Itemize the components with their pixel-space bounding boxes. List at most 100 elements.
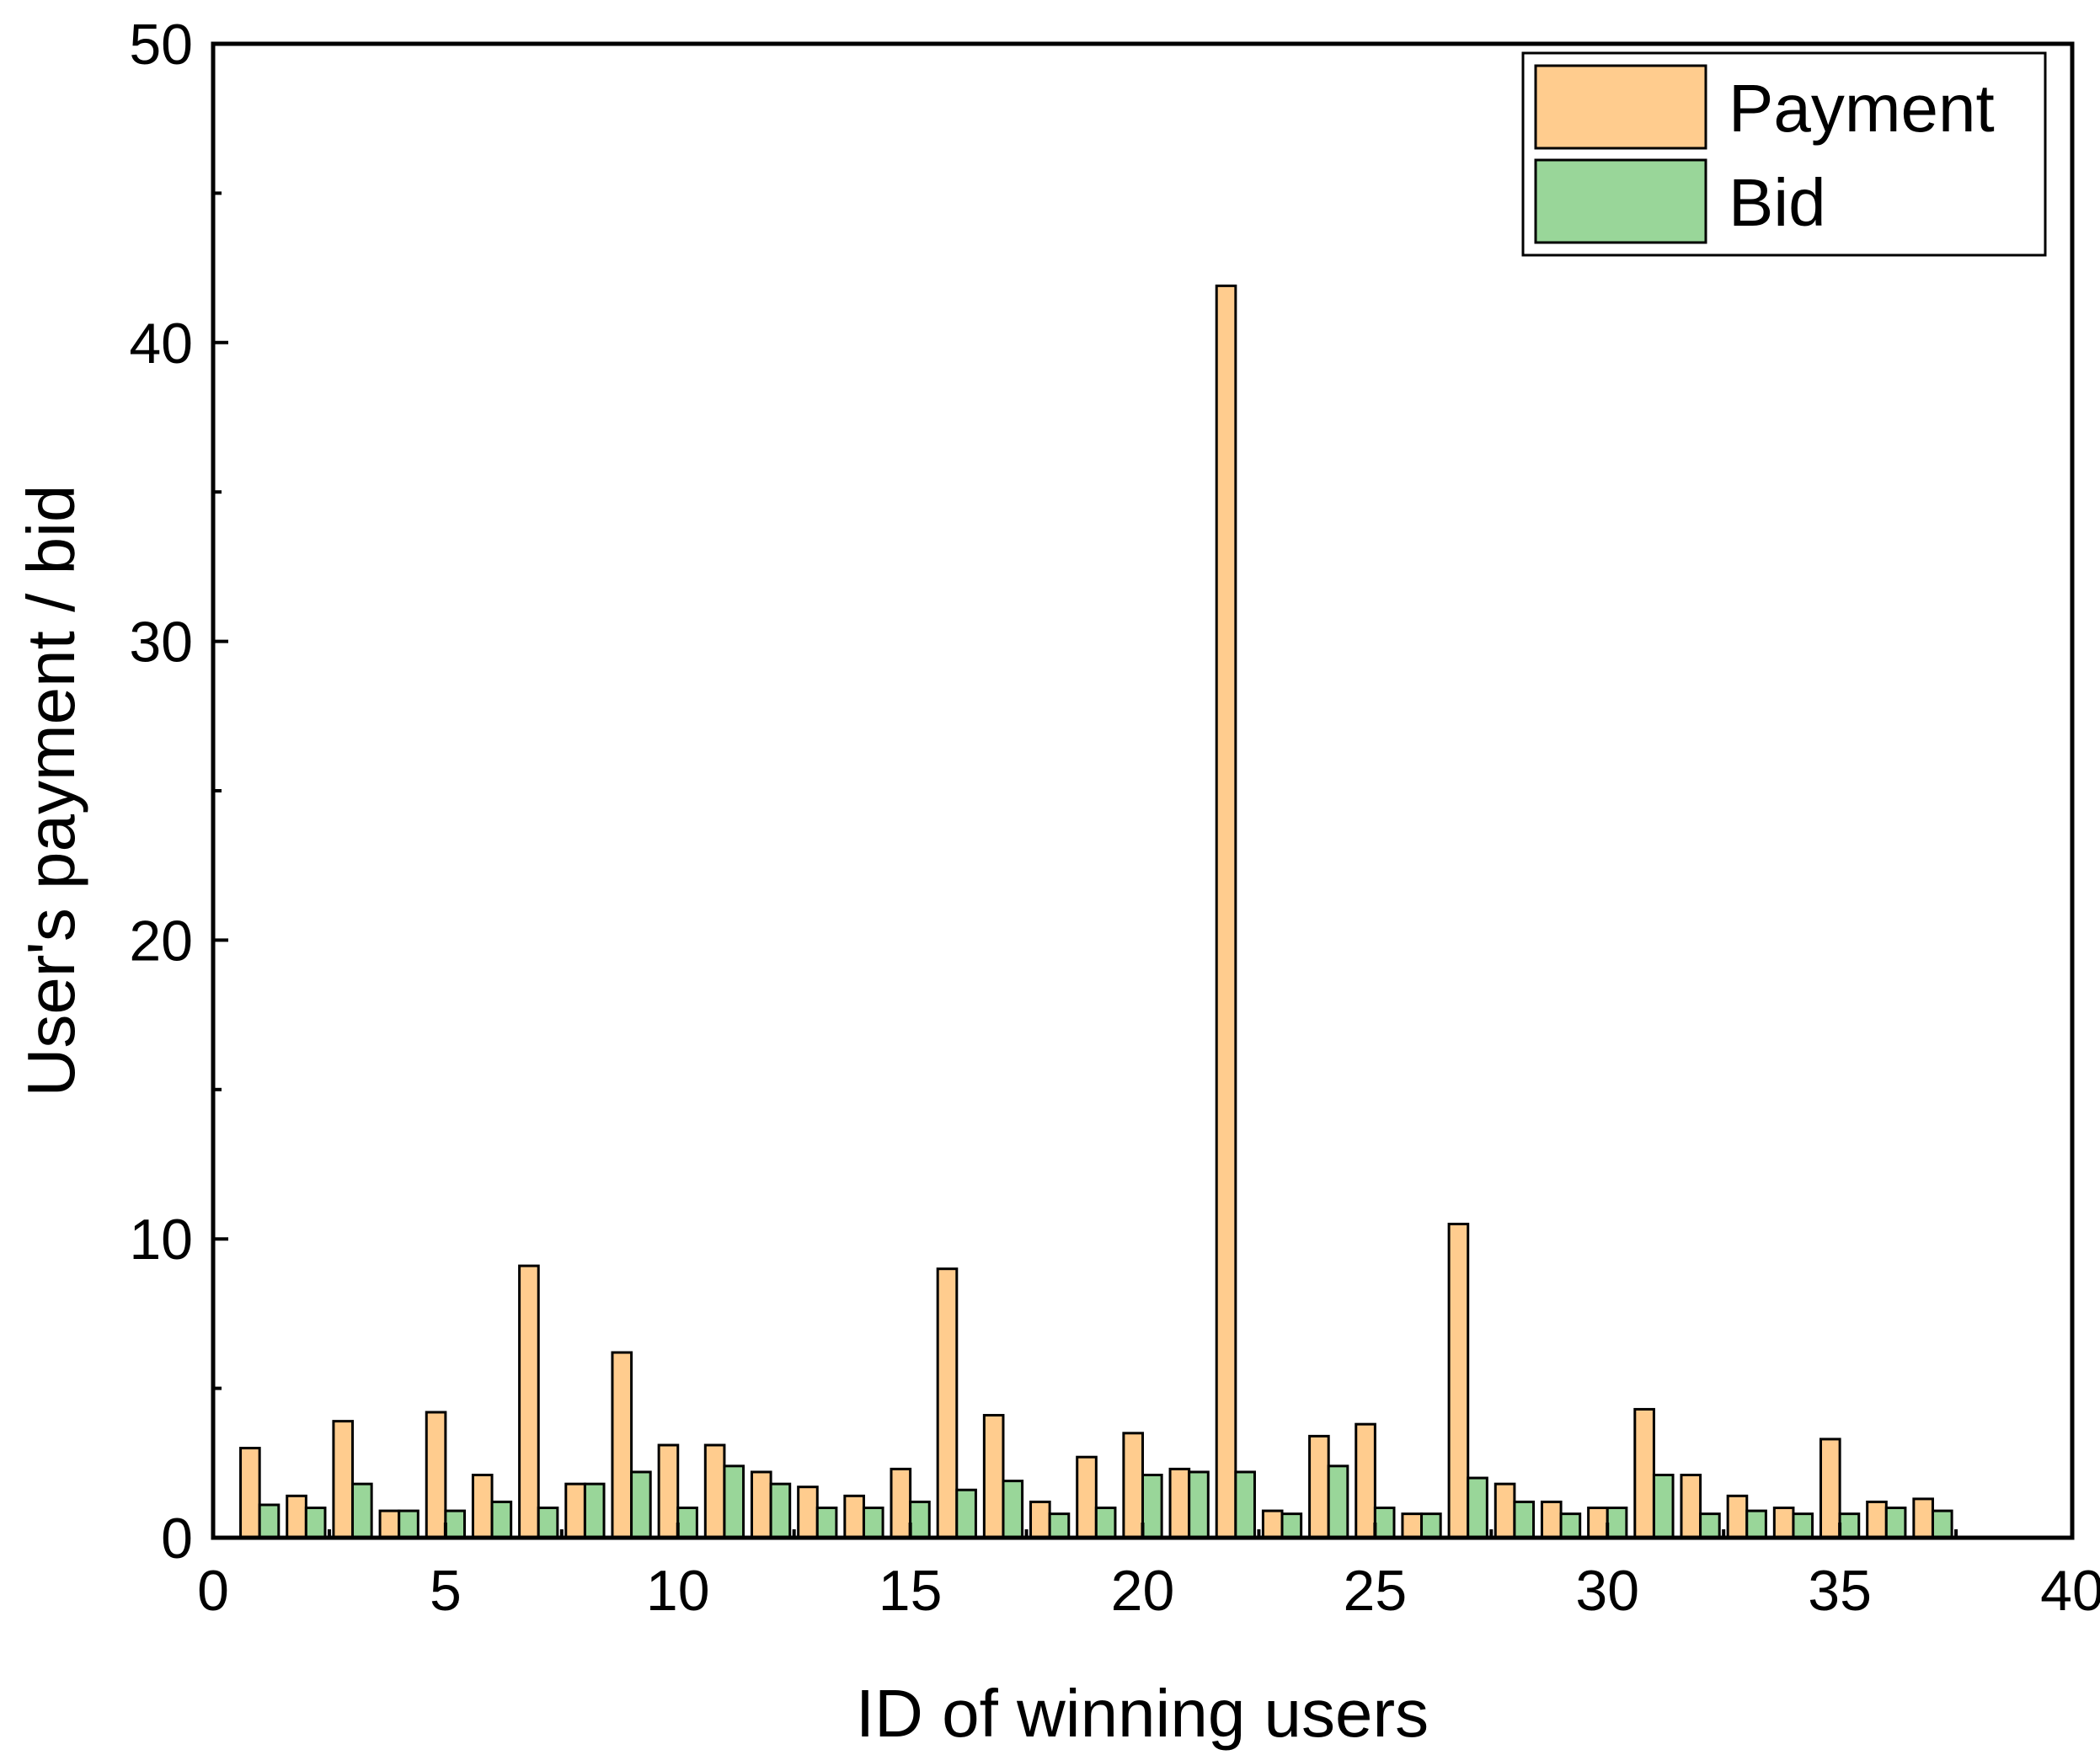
x-tick-label: 25 <box>1344 1559 1408 1623</box>
bar-payment-26 <box>1401 1512 1424 1539</box>
bar-bid-15 <box>909 1500 931 1539</box>
bar-bid-14 <box>862 1507 884 1539</box>
bar-bid-13 <box>815 1507 838 1539</box>
x-tick-label: 5 <box>430 1559 462 1623</box>
bar-bid-25 <box>1373 1507 1396 1539</box>
bar-bid-10 <box>676 1507 698 1539</box>
bar-payment-35 <box>1819 1438 1841 1539</box>
bar-payment-8 <box>564 1482 586 1539</box>
bar-bid-17 <box>1002 1480 1024 1539</box>
bar-payment-24 <box>1308 1434 1330 1539</box>
bar-bid-32 <box>1699 1512 1721 1539</box>
bar-payment-22 <box>1215 284 1237 1539</box>
bar-payment-5 <box>425 1411 447 1539</box>
bar-payment-13 <box>797 1486 819 1539</box>
bar-payment-14 <box>843 1494 865 1539</box>
bar-payment-3 <box>332 1420 355 1539</box>
bar-bid-20 <box>1141 1473 1163 1539</box>
bar-payment-9 <box>611 1351 633 1539</box>
bar-payment-18 <box>1029 1500 1051 1539</box>
bar-bid-31 <box>1652 1473 1675 1539</box>
legend-swatch-bid <box>1534 158 1707 244</box>
bar-bid-7 <box>537 1507 559 1539</box>
bar-payment-10 <box>657 1443 680 1539</box>
bar-payment-16 <box>936 1267 959 1539</box>
bar-payment-1 <box>239 1447 261 1539</box>
bar-bid-23 <box>1280 1512 1303 1539</box>
bar-bid-28 <box>1513 1500 1536 1539</box>
bar-bid-5 <box>444 1509 466 1539</box>
bar-payment-23 <box>1261 1509 1284 1539</box>
legend: Payment Bid <box>1521 51 2047 257</box>
bar-bid-16 <box>955 1488 977 1539</box>
x-tick-label: 10 <box>646 1559 710 1623</box>
bar-payment-25 <box>1355 1422 1376 1539</box>
bar-payment-12 <box>750 1470 772 1539</box>
y-tick-label: 30 <box>129 611 193 675</box>
legend-swatch-payment <box>1534 64 1707 150</box>
bar-payment-11 <box>703 1443 726 1539</box>
x-tick-label: 40 <box>2040 1559 2100 1623</box>
bar-bid-26 <box>1420 1512 1442 1539</box>
legend-label-bid: Bid <box>1729 165 1826 240</box>
bar-bid-36 <box>1884 1507 1907 1539</box>
bar-bid-2 <box>304 1507 327 1539</box>
x-tick-label: 15 <box>879 1559 943 1623</box>
y-tick-label: 50 <box>129 13 193 77</box>
bar-bid-8 <box>583 1482 606 1539</box>
bar-payment-7 <box>518 1264 540 1539</box>
bar-bid-6 <box>490 1500 513 1539</box>
bar-bid-18 <box>1048 1512 1071 1539</box>
y-tick-label: 40 <box>129 312 193 376</box>
bar-payment-19 <box>1076 1455 1098 1539</box>
bar-payment-15 <box>890 1467 912 1539</box>
bar-bid-1 <box>258 1503 281 1539</box>
bar-bid-35 <box>1838 1512 1861 1539</box>
bar-payment-4 <box>378 1509 401 1539</box>
y-tick-label: 20 <box>129 909 193 973</box>
bar-payment-33 <box>1726 1494 1749 1539</box>
bar-payment-29 <box>1540 1500 1563 1539</box>
bar-payment-30 <box>1587 1507 1609 1539</box>
bar-payment-31 <box>1633 1407 1655 1539</box>
bar-bid-9 <box>630 1470 652 1539</box>
bar-bid-19 <box>1094 1507 1117 1539</box>
bar-payment-32 <box>1680 1473 1702 1539</box>
x-tick-label: 35 <box>1808 1559 1872 1623</box>
bar-bid-37 <box>1931 1509 1953 1539</box>
bar-payment-28 <box>1494 1482 1516 1539</box>
bar-bid-3 <box>351 1482 373 1539</box>
legend-label-payment: Payment <box>1729 71 1995 146</box>
bars-layer <box>239 284 1953 1539</box>
bar-bid-29 <box>1559 1512 1582 1539</box>
x-tick-label: 30 <box>1575 1559 1639 1623</box>
bar-bid-30 <box>1606 1507 1628 1539</box>
y-axis-title: User's payment / bid <box>13 485 88 1097</box>
bar-payment-17 <box>982 1414 1005 1539</box>
bar-payment-6 <box>471 1473 494 1539</box>
bar-payment-27 <box>1447 1222 1470 1539</box>
y-axis: 0 10 20 30 40 50 <box>129 13 228 1571</box>
y-tick-label: 10 <box>129 1208 193 1272</box>
x-axis-title: ID of winning users <box>856 1676 1429 1751</box>
bar-bid-33 <box>1745 1509 1767 1539</box>
bar-bid-22 <box>1234 1470 1256 1539</box>
bar-bid-27 <box>1467 1476 1488 1539</box>
bar-payment-34 <box>1772 1507 1795 1539</box>
plot-frame <box>211 41 2075 1540</box>
bar-bid-34 <box>1792 1512 1814 1539</box>
y-tick-label: 0 <box>161 1507 193 1571</box>
bar-bid-12 <box>769 1482 792 1539</box>
x-axis: 0 5 10 15 20 25 30 35 40 <box>197 1523 2100 1623</box>
bar-payment-2 <box>286 1494 307 1539</box>
bar-payment-37 <box>1912 1497 1934 1539</box>
x-tick-label: 20 <box>1111 1559 1175 1623</box>
bar-bid-21 <box>1188 1470 1210 1539</box>
bar-bid-4 <box>398 1509 419 1539</box>
bar-payment-36 <box>1866 1500 1888 1539</box>
bar-bid-24 <box>1327 1464 1349 1539</box>
x-tick-label: 0 <box>197 1559 229 1623</box>
bar-payment-21 <box>1168 1467 1191 1539</box>
bar-bid-11 <box>723 1464 745 1539</box>
